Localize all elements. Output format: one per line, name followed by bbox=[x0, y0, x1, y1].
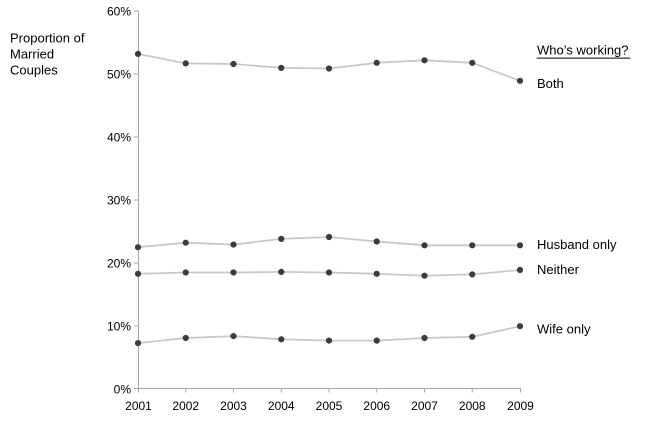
svg-text:20%: 20% bbox=[107, 256, 131, 270]
svg-text:2002: 2002 bbox=[172, 399, 199, 413]
svg-text:2007: 2007 bbox=[411, 399, 438, 413]
svg-text:Wife only: Wife only bbox=[537, 322, 591, 337]
svg-text:2008: 2008 bbox=[459, 399, 486, 413]
svg-text:40%: 40% bbox=[107, 130, 131, 144]
svg-text:30%: 30% bbox=[107, 193, 131, 207]
svg-text:Neither: Neither bbox=[537, 262, 580, 277]
svg-text:2005: 2005 bbox=[316, 399, 343, 413]
svg-text:2003: 2003 bbox=[220, 399, 247, 413]
svg-text:2009: 2009 bbox=[507, 399, 534, 413]
svg-text:Couples: Couples bbox=[10, 62, 58, 77]
svg-text:Husband only: Husband only bbox=[537, 237, 617, 252]
svg-text:2001: 2001 bbox=[125, 399, 152, 413]
svg-text:10%: 10% bbox=[107, 319, 131, 333]
svg-text:2004: 2004 bbox=[268, 399, 295, 413]
svg-text:2006: 2006 bbox=[363, 399, 390, 413]
svg-text:50%: 50% bbox=[107, 67, 131, 81]
svg-text:60%: 60% bbox=[107, 4, 131, 18]
svg-text:Proportion of: Proportion of bbox=[10, 31, 85, 46]
svg-text:Who’s working?: Who’s working? bbox=[537, 43, 629, 58]
svg-text:Married: Married bbox=[10, 47, 54, 62]
svg-text:Both: Both bbox=[537, 76, 564, 91]
svg-text:0%: 0% bbox=[114, 382, 132, 396]
